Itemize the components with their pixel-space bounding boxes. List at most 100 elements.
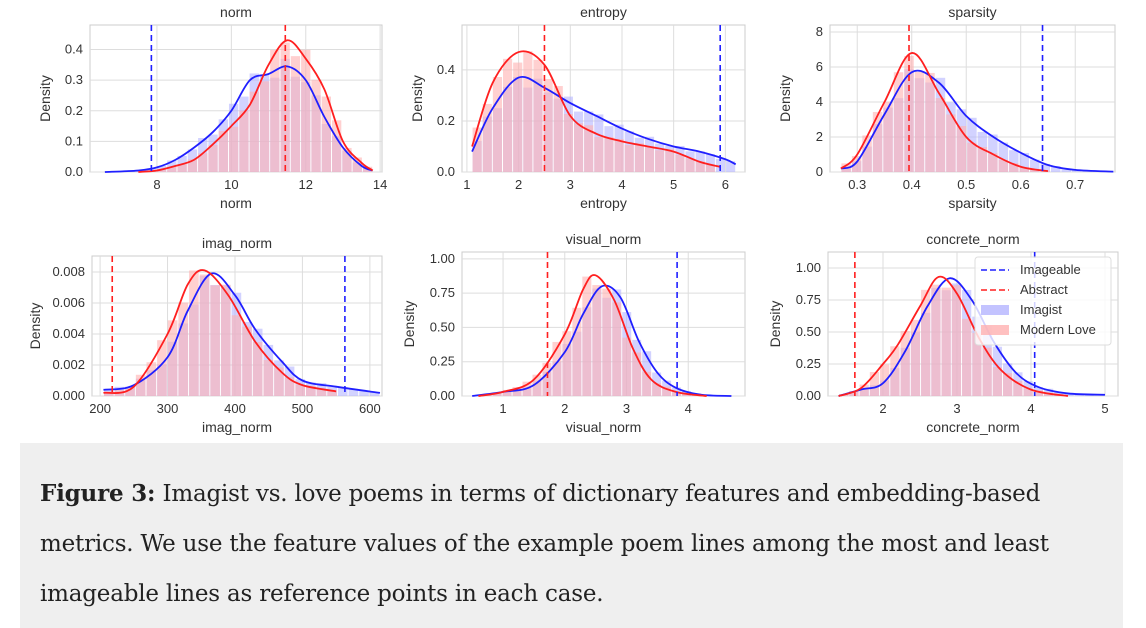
y-tick-label: 0.75	[796, 292, 821, 307]
histogram-bar-modern-love	[178, 302, 189, 396]
y-tick-label: 0.004	[52, 326, 85, 341]
kde-line-imagist	[104, 65, 374, 173]
histogram-bar-modern-love	[252, 342, 263, 396]
figure-caption: Figure 3: Imagist vs. love poems in term…	[20, 443, 1123, 628]
x-tick-label: 500	[292, 401, 314, 416]
histogram-bar-imagist	[726, 161, 736, 172]
histogram-bar-imagist	[1064, 393, 1074, 396]
y-tick-label: 0.4	[437, 62, 455, 77]
x-tick-label: 4	[1027, 401, 1034, 416]
y-axis-label: Density	[409, 75, 425, 122]
x-tick-label: 6	[722, 177, 729, 192]
histogram-bar-modern-love	[592, 285, 602, 396]
histogram-bar-modern-love	[231, 315, 242, 396]
histogram-bar-modern-love	[1033, 390, 1044, 396]
histogram-bar-modern-love	[301, 49, 311, 172]
histogram-bar-imagist	[1054, 391, 1064, 396]
histogram-bar-modern-love	[967, 142, 977, 172]
x-tick-label: 2	[879, 401, 886, 416]
histogram-bar-imagist	[1040, 163, 1050, 172]
histogram-bar-modern-love	[543, 79, 553, 172]
y-tick-label: 1.00	[430, 251, 455, 266]
histogram-bar-modern-love	[189, 270, 199, 396]
histogram-bar-modern-love	[992, 367, 1003, 396]
x-axis-label: visual_norm	[566, 419, 641, 435]
panel-visual_norm: 1 2 3 40.000.250.500.751.00visual_normvisua…	[401, 231, 746, 435]
legend-box	[974, 256, 1112, 346]
histogram-bar-imagist	[998, 142, 1009, 172]
histogram-bar-modern-love	[573, 123, 584, 172]
y-tick-label: 0.2	[65, 103, 83, 118]
histogram-bar-modern-love	[594, 137, 604, 172]
x-tick-label: 8	[153, 177, 160, 192]
histogram-bar-modern-love	[572, 307, 582, 396]
histogram-bar-modern-love	[644, 146, 655, 172]
panel-title: concrete_norm	[926, 231, 1019, 247]
x-tick-label: 0.4	[903, 177, 921, 192]
histogram-bar-modern-love	[208, 145, 218, 172]
histogram-bar-modern-love	[533, 59, 543, 173]
histogram-bar-modern-love	[146, 362, 157, 396]
x-tick-label: 0.5	[957, 177, 975, 192]
y-tick-label: 0.50	[796, 324, 821, 339]
histogram-bar-modern-love	[622, 337, 632, 396]
x-tick-label: 200	[89, 401, 111, 416]
histogram-bar-modern-love	[1019, 167, 1030, 172]
x-tick-label: 10	[224, 177, 238, 192]
histogram-bar-modern-love	[502, 58, 513, 172]
histogram-bar-modern-love	[893, 72, 904, 172]
x-tick-label: 3	[953, 401, 960, 416]
histogram-bar-modern-love	[552, 341, 562, 396]
histogram-bar-modern-love	[675, 154, 685, 172]
x-tick-label: 0.3	[848, 177, 866, 192]
histogram-bar-modern-love	[270, 49, 280, 172]
histogram-bar-imagist	[369, 391, 380, 396]
histogram-bar-modern-love	[167, 320, 178, 396]
histogram-bar-modern-love	[869, 372, 880, 396]
histogram-bar-modern-love	[187, 159, 198, 172]
histogram-bar-imagist	[1030, 159, 1040, 172]
histogram-bar-modern-love	[239, 110, 249, 172]
y-tick-label: 1.00	[796, 260, 821, 275]
y-tick-label: 4	[816, 94, 823, 109]
histogram-bar-imagist	[1044, 388, 1054, 396]
x-tick-label: 0.7	[1066, 177, 1084, 192]
histogram-bar-modern-love	[562, 331, 572, 396]
x-tick-label: 12	[299, 177, 313, 192]
x-tick-label: 0.6	[1012, 177, 1030, 192]
histogram-bar-modern-love	[220, 284, 231, 396]
x-tick-label: 600	[359, 401, 381, 416]
legend-entry: Abstract	[1020, 282, 1068, 297]
histogram-bar-modern-love	[652, 383, 662, 396]
histogram-bar-modern-love	[890, 346, 900, 396]
y-tick-label: 0.00	[430, 388, 455, 403]
caption-text: Imagist vs. love poems in terms of dicti…	[40, 481, 1049, 607]
panel-title: sparsity	[948, 4, 996, 20]
histogram-bar-modern-love	[1023, 388, 1033, 396]
histogram-bar-imagist	[348, 388, 359, 396]
kde-line-modern-love	[478, 274, 707, 397]
histogram-bar-modern-love	[553, 86, 563, 172]
histogram-bar-modern-love	[342, 147, 352, 172]
y-tick-label: 0.1	[65, 133, 83, 148]
histogram-bar-modern-love	[921, 289, 931, 396]
histogram-bar-modern-love	[290, 56, 301, 172]
histogram-bar-imagist	[1050, 165, 1061, 172]
panel-title: entropy	[580, 4, 627, 20]
x-axis-label: norm	[220, 195, 252, 211]
x-tick-label: 4	[618, 177, 625, 192]
histogram-bar-imagist	[1009, 150, 1019, 172]
y-tick-label: 0.2	[437, 113, 455, 128]
histogram-bar-modern-love	[492, 392, 502, 396]
histogram-bar-modern-love	[914, 71, 925, 172]
y-tick-label: 0.000	[52, 388, 85, 403]
histogram-bar-modern-love	[135, 374, 146, 396]
histogram-bar-modern-love	[542, 362, 552, 396]
histogram-bar-modern-love	[634, 143, 644, 172]
histogram-bar-modern-love	[1013, 381, 1023, 396]
histogram-bar-modern-love	[584, 125, 594, 172]
legend-entry: Imageable	[1020, 262, 1081, 277]
histogram-bar-modern-love	[931, 284, 941, 396]
x-tick-label: 2	[561, 401, 568, 416]
histogram-bar-imagist	[359, 391, 369, 396]
